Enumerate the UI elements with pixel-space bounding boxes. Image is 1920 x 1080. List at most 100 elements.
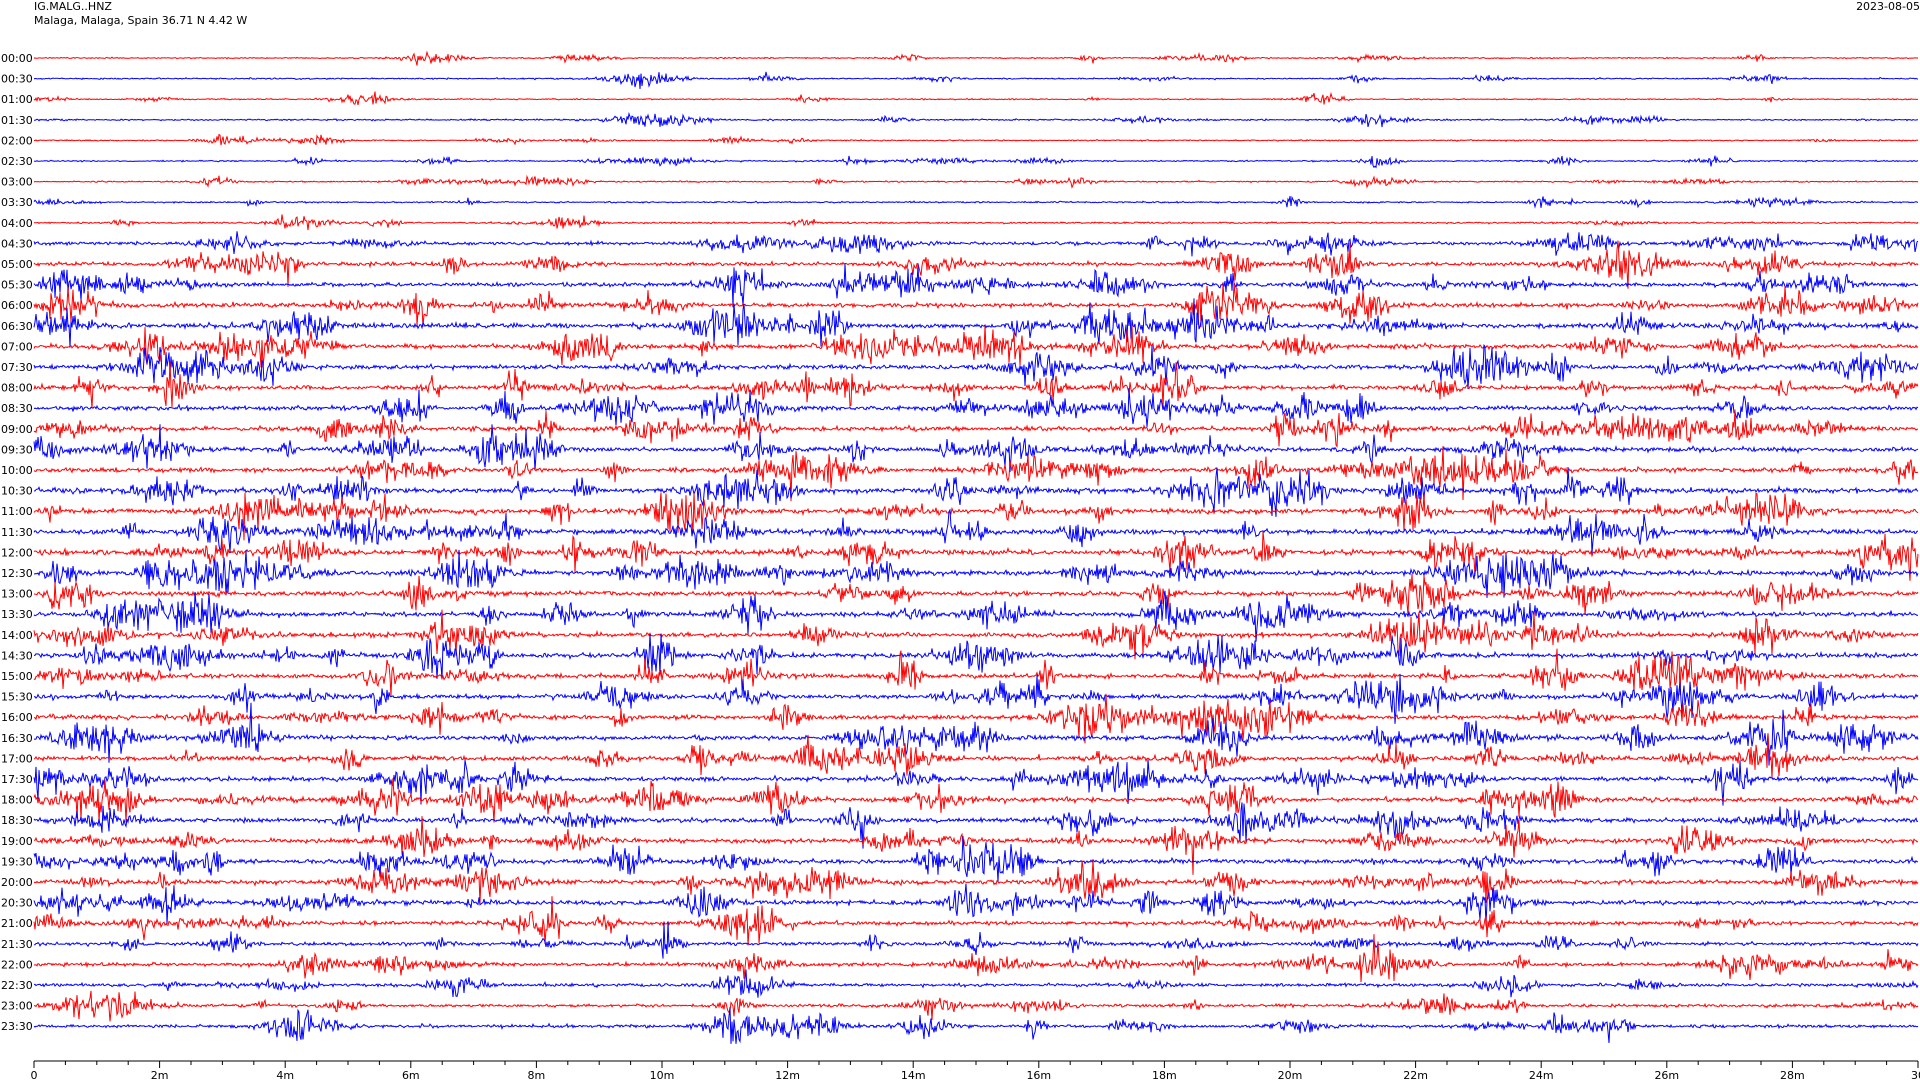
row-label-1700: 17:00 [1,752,33,765]
row-label-0630: 06:30 [1,320,33,333]
row-label-1930: 19:30 [1,855,33,868]
row-label-2330: 23:30 [1,1020,33,1033]
row-label-1400: 14:00 [1,629,33,642]
row-label-1800: 18:00 [1,794,33,807]
row-label-2230: 22:30 [1,979,33,992]
x-tick-label: 22m [1403,1069,1428,1080]
row-label-0130: 01:30 [1,114,33,127]
x-tick-label: 18m [1152,1069,1177,1080]
row-label-0400: 04:00 [1,217,33,230]
trace-1400 [33,609,1919,660]
x-tick-label: 2m [151,1069,169,1080]
trace-1300 [33,573,1919,616]
trace-layer [33,50,1919,1044]
trace-0200 [33,133,1919,146]
trace-0830 [33,387,1919,427]
x-tick-label: 4m [276,1069,294,1080]
row-label-0830: 08:30 [1,402,33,415]
trace-0600 [33,282,1919,328]
trace-2330 [33,1007,1919,1044]
trace-0030 [33,71,1919,90]
trace-1600 [33,693,1919,744]
trace-2000 [33,859,1919,904]
row-label-2300: 23:00 [1,1000,33,1013]
row-label-0330: 03:30 [1,196,33,209]
trace-1130 [33,508,1919,554]
row-label-2000: 20:00 [1,876,33,889]
trace-0930 [33,424,1919,473]
row-label-1500: 15:00 [1,670,33,683]
row-label-2030: 20:30 [1,897,33,910]
trace-1800 [33,778,1919,823]
trace-0630 [33,298,1919,348]
trace-0800 [33,361,1919,410]
trace-0730 [33,343,1919,390]
trace-0900 [33,409,1919,448]
row-label-1600: 16:00 [1,711,33,724]
trace-1430 [34,633,1919,680]
x-tick-label: 30 [1911,1069,1920,1080]
row-label-1100: 11:00 [1,505,33,518]
trace-2300 [33,990,1919,1022]
trace-0230 [33,155,1919,169]
trace-1100 [33,492,1919,541]
row-label-1830: 18:30 [1,814,33,827]
row-label-layer: 00:00 00:30 01:00 01:30 02:00 02:30 03:00 03:30… [1,52,33,1033]
trace-1500 [33,648,1919,697]
row-label-1900: 19:00 [1,835,33,848]
trace-1200 [33,531,1919,581]
trace-0300 [33,174,1919,189]
row-label-0700: 07:00 [1,340,33,353]
row-label-0300: 03:00 [1,176,33,189]
trace-1900 [34,816,1919,875]
trace-2100 [33,896,1919,946]
row-label-0100: 01:00 [1,93,33,106]
trace-1930 [33,836,1918,883]
trace-0330 [33,195,1919,209]
row-label-0430: 04:30 [1,237,33,250]
trace-0400 [34,214,1919,231]
row-label-0200: 02:00 [1,134,33,147]
row-label-0930: 09:30 [1,443,33,456]
row-label-0530: 05:30 [1,279,33,292]
row-label-0730: 07:30 [1,361,33,374]
x-tick-label: 24m [1529,1069,1554,1080]
row-label-2200: 22:00 [1,958,33,971]
trace-1730 [33,759,1919,806]
row-label-1130: 11:30 [1,526,33,539]
row-label-0000: 00:00 [1,52,33,65]
trace-0430 [33,231,1919,257]
trace-1530 [33,673,1919,724]
trace-2200 [33,934,1919,983]
row-label-0600: 06:00 [1,299,33,312]
trace-0100 [33,91,1919,106]
x-tick-label: 28m [1780,1069,1805,1080]
trace-1630 [33,702,1919,766]
x-tick-label: 20m [1278,1069,1303,1080]
trace-2030 [33,883,1919,927]
x-tick-label: 14m [901,1069,926,1080]
row-label-1430: 14:30 [1,649,33,662]
x-tick-label: 10m [650,1069,675,1080]
row-label-2130: 21:30 [1,938,33,951]
trace-0500 [33,240,1919,289]
row-label-0800: 08:00 [1,382,33,395]
x-tick-label: 26m [1654,1069,1679,1080]
trace-0130 [34,111,1918,128]
row-label-1200: 12:00 [1,546,33,559]
trace-0700 [33,324,1919,368]
row-label-2100: 21:00 [1,917,33,930]
row-label-1330: 13:30 [1,608,33,621]
row-label-1000: 10:00 [1,464,33,477]
trace-1330 [33,590,1919,642]
x-tick-label: 0 [31,1069,38,1080]
trace-2230 [34,969,1919,998]
trace-1700 [33,733,1919,779]
station-code: IG.MALG..HNZ [34,0,112,13]
station-location: Malaga, Malaga, Spain 36.71 N 4.42 W [34,14,248,27]
row-label-1730: 17:30 [1,773,33,786]
row-label-1300: 13:00 [1,588,33,601]
row-label-0030: 00:30 [1,73,33,86]
